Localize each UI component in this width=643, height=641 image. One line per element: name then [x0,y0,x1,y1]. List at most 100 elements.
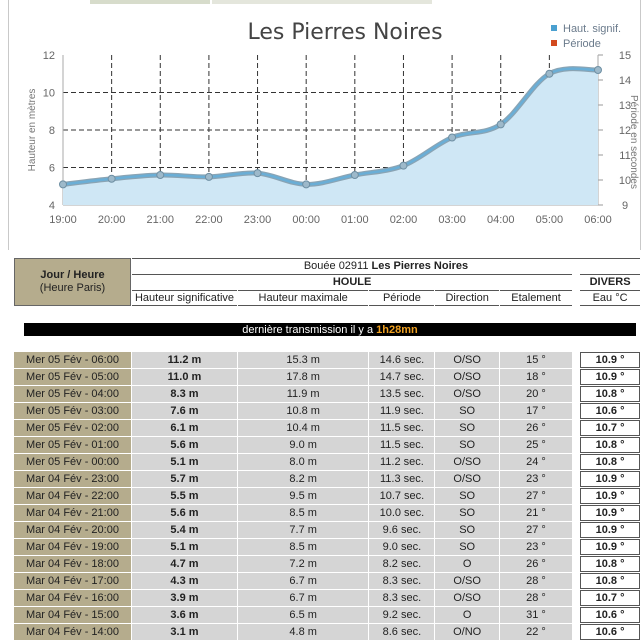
row-date: Mer 05 Fév - 04:00 [14,386,131,402]
row-etalement: 25 ° [499,437,573,453]
row-hauteur-sig: 4.3 m [132,573,237,589]
column-gap [573,556,580,572]
y-left-axis-title: Hauteur en mètres [27,89,38,172]
row-eau: 10.8 ° [580,556,640,572]
row-hauteur-sig: 5.1 m [132,454,237,470]
page-edge-right [640,0,641,250]
row-periode: 11.5 sec. [369,437,435,453]
data-point [107,174,116,183]
jour-header: Jour / Heure (Heure Paris) [14,258,131,306]
row-direction: O [435,607,499,623]
area-fill-hauteur [63,68,598,205]
data-point [59,180,67,189]
column-header-row: Hauteur significative Hauteur maximale P… [14,290,640,306]
row-etalement: 23 ° [499,539,573,555]
data-point [448,133,457,142]
data-point [156,171,165,179]
row-direction: SO [435,420,499,436]
row-etalement: 17 ° [499,403,573,419]
buoy-header-row: Jour / Heure (Heure Paris) Bouée 02911 L… [14,258,640,306]
row-eau: 10.9 ° [580,352,640,368]
data-point [496,120,505,129]
y-right-tick-label: 9 [622,200,628,212]
row-hauteur-sig: 5.7 m [132,471,237,487]
wave-chart: Les Pierres Noires Haut. signif. Période 4 6… [0,0,643,240]
row-hauteur-max: 9.5 m [238,488,369,504]
row-hauteur-sig: 5.5 m [132,488,237,504]
row-date: Mar 04 Fév - 22:00 [14,488,131,504]
row-eau: 10.6 ° [580,403,640,419]
table-row: Mar 04 Fév - 22:00 5.5 m 9.5 m 10.7 sec. SO 2… [14,488,640,504]
column-gap [573,488,580,504]
row-hauteur-max: 8.5 m [238,539,369,555]
column-gap [573,386,580,402]
row-hauteur-max: 8.5 m [238,505,369,521]
y-right-tick-label: 12 [619,125,631,137]
row-date: Mar 04 Fév - 19:00 [14,539,131,555]
row-hauteur-max: 10.8 m [238,403,369,419]
column-gap [573,539,580,555]
row-etalement: 26 ° [499,420,573,436]
row-periode: 9.6 sec. [369,522,435,538]
row-hauteur-sig: 3.6 m [132,607,237,623]
y-right-tick-label: 10 [619,175,631,187]
row-direction: O/SO [435,573,499,589]
last-transmission-banner: dernière transmission il y a 1h28mn [24,322,636,336]
row-hauteur-max: 6.7 m [238,590,369,606]
table-row: Mar 04 Fév - 23:00 5.7 m 8.2 m 11.3 sec. O/S… [14,471,640,487]
x-tick-label: 21:00 [147,214,175,226]
legend-label-periode: Période [563,38,601,50]
col-hauteur-maximale: Hauteur maximale [238,290,369,306]
spacer-row [14,337,640,351]
y-left-tick-label: 12 [43,50,55,62]
row-eau: 10.8 ° [580,454,640,470]
legend-label-hauteur: Haut. signif. [563,23,621,35]
x-tick-label: 05:00 [536,214,564,226]
row-hauteur-max: 17.8 m [238,369,369,385]
row-date: Mer 05 Fév - 01:00 [14,437,131,453]
row-etalement: 28 ° [499,590,573,606]
x-tick-label: 23:00 [244,214,272,226]
column-gap [573,352,580,368]
row-hauteur-sig: 6.1 m [132,420,237,436]
row-date: Mar 04 Fév - 14:00 [14,624,131,640]
legend-swatch-periode [551,40,557,46]
x-tick-label: 04:00 [487,214,515,226]
column-gap [573,290,580,306]
row-hauteur-max: 7.2 m [238,556,369,572]
column-gap [573,590,580,606]
y-left-tick-label: 4 [49,200,55,212]
column-gap [573,573,580,589]
column-gap [573,471,580,487]
row-direction: O/SO [435,454,499,470]
row-eau: 10.6 ° [580,624,640,640]
row-hauteur-max: 15.3 m [238,352,369,368]
row-periode: 11.9 sec. [369,403,435,419]
row-date: Mer 05 Fév - 02:00 [14,420,131,436]
row-periode: 14.7 sec. [369,369,435,385]
table-row: Mar 04 Fév - 19:00 5.1 m 8.5 m 9.0 sec. SO 23… [14,539,640,555]
row-periode: 8.6 sec. [369,624,435,640]
row-hauteur-sig: 3.9 m [132,590,237,606]
table-row: Mar 04 Fév - 14:00 3.1 m 4.8 m 8.6 sec. O/NO… [14,624,640,640]
table-row: Mer 05 Fév - 02:00 6.1 m 10.4 m 11.5 sec. SO… [14,420,640,436]
column-gap [573,505,580,521]
row-hauteur-sig: 3.1 m [132,624,237,640]
row-periode: 8.3 sec. [369,590,435,606]
row-eau: 10.7 ° [580,420,640,436]
x-tick-label: 02:00 [390,214,418,226]
row-hauteur-max: 6.5 m [238,607,369,623]
y-left-tick-label: 6 [49,163,55,175]
row-periode: 11.3 sec. [369,471,435,487]
row-periode: 14.6 sec. [369,352,435,368]
x-tick-label: 20:00 [98,214,126,226]
y-right-tick-label: 15 [619,50,631,62]
data-point [253,169,262,178]
x-tick-label: 19:00 [49,214,77,226]
row-periode: 11.2 sec. [369,454,435,470]
legend-swatch-hauteur [551,25,557,31]
column-gap [573,274,580,289]
row-etalement: 22 ° [499,624,573,640]
y-right-axis-title: Période en secondes [628,95,639,189]
y-right-tick-label: 14 [619,75,631,87]
